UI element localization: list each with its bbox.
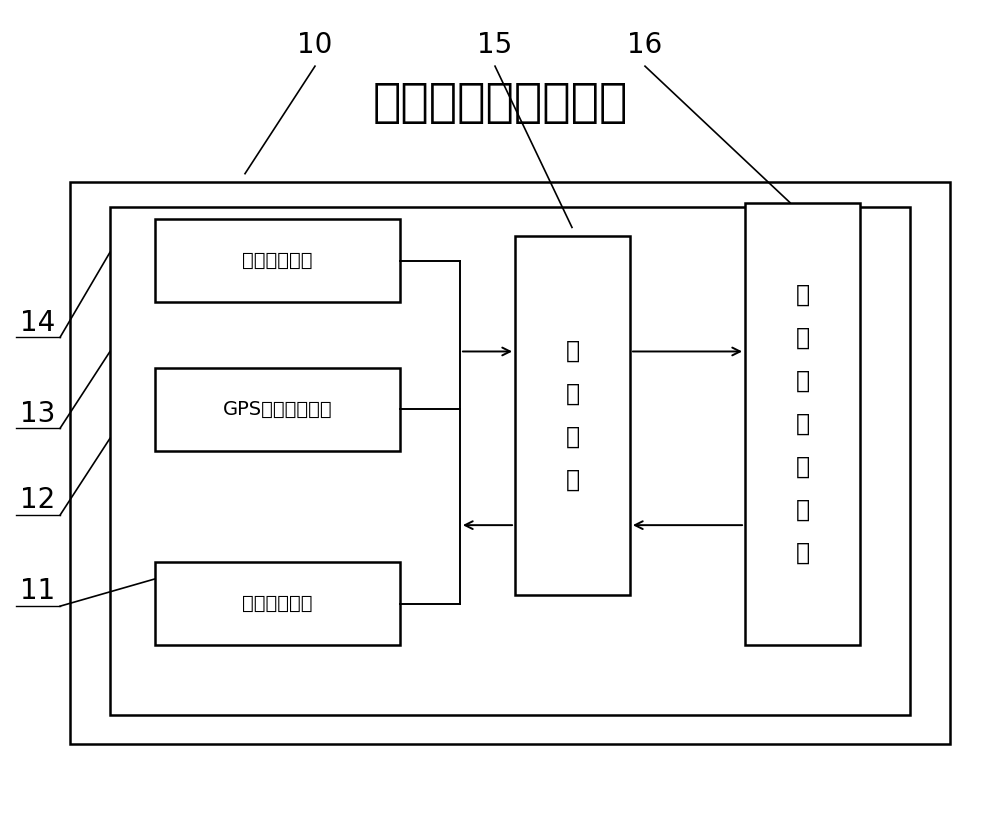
Text: 10: 10	[297, 31, 333, 60]
Bar	[70, 182, 950, 744]
Bar	[515, 236, 630, 595]
Bar	[155, 368, 400, 451]
Text: 控
制
模
块: 控 制 模 块	[565, 339, 580, 492]
Text: 12: 12	[20, 486, 56, 514]
Text: 11: 11	[20, 577, 56, 605]
Bar	[745, 203, 860, 645]
Text: 信号接收模块: 信号接收模块	[242, 595, 313, 613]
Text: 电
磁
铁
固
定
模
块: 电 磁 铁 固 定 模 块	[795, 283, 810, 565]
Text: 15: 15	[477, 31, 513, 60]
Text: 定位跟踪与提示装置: 定位跟踪与提示装置	[372, 81, 628, 126]
Text: 14: 14	[20, 308, 56, 337]
Text: 13: 13	[20, 399, 56, 428]
Bar	[155, 219, 400, 302]
Text: 信号发出模块: 信号发出模块	[242, 251, 313, 270]
Bar	[110, 207, 910, 715]
Text: GPS实时定位模块: GPS实时定位模块	[223, 400, 332, 418]
Bar	[155, 562, 400, 645]
Text: 16: 16	[627, 31, 663, 60]
